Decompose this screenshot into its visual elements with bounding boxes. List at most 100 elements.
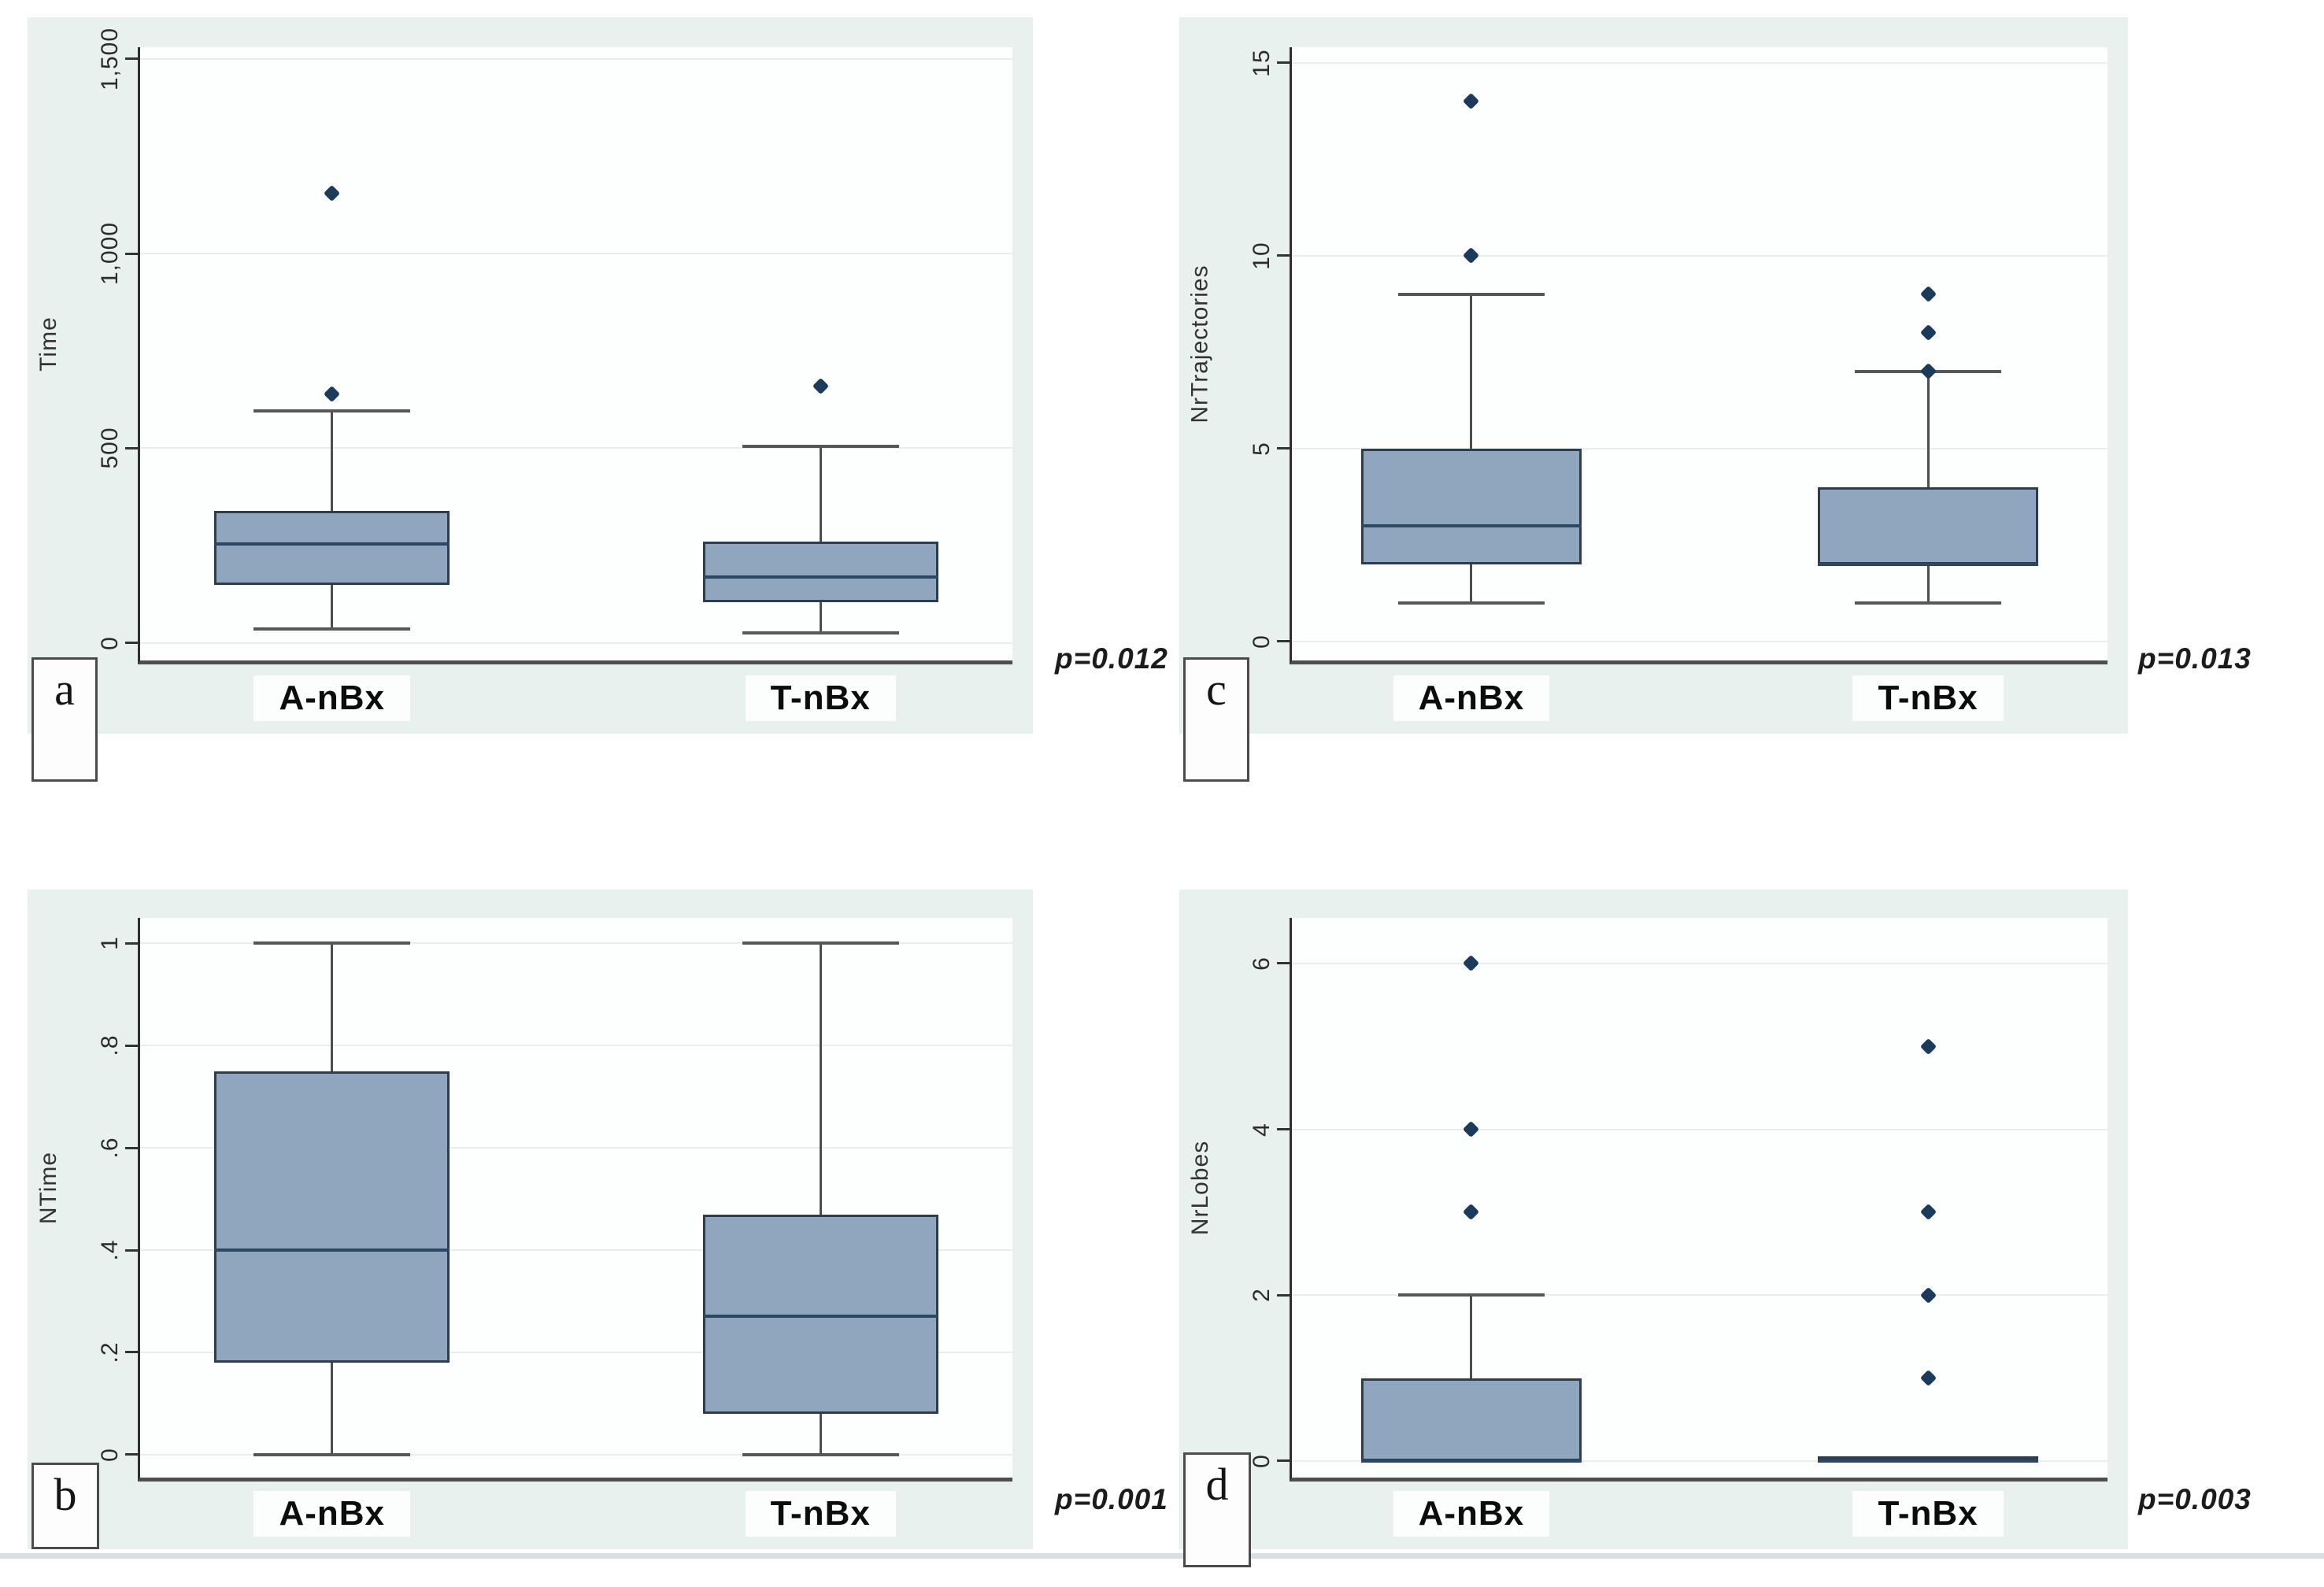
panel-letter-box-b: b <box>31 1463 99 1549</box>
x-group-label: T-nBx <box>1763 1491 2093 1537</box>
median-line <box>1361 523 1582 527</box>
median-line <box>1818 562 2038 566</box>
x-group-label-text: A-nBx <box>1393 675 1550 721</box>
y-tick-label: 0 <box>1249 634 1275 649</box>
outlier-point <box>1919 285 1937 303</box>
x-group-label-text: A-nBx <box>253 1491 411 1537</box>
boxplot-panel-c: NrTrajectories 0 5 10 15 A-nBx T-nBx <box>1179 17 2128 734</box>
y-axis-tick <box>1277 447 1290 450</box>
median-line <box>1818 1459 2038 1463</box>
y-axis-title-container: NrLobes <box>1182 890 1219 1486</box>
gridline <box>140 1453 1012 1456</box>
y-axis-tick <box>125 252 138 255</box>
y-axis-tick <box>125 57 138 61</box>
p-value-a: p=0.012 <box>1055 642 1168 675</box>
gridline <box>140 1351 1012 1353</box>
whisker-lower <box>819 1413 822 1455</box>
y-axis-tick <box>1277 1293 1290 1297</box>
outlier-point <box>1463 92 1480 110</box>
outlier-point <box>324 385 341 402</box>
outlier-point <box>812 377 829 394</box>
y-axis-tick <box>125 642 138 645</box>
gridline <box>140 253 1012 255</box>
whisker-lower <box>331 1362 334 1455</box>
whisker-lower <box>1470 564 1473 603</box>
whisker-cap-high <box>742 444 899 448</box>
outlier-point <box>1463 246 1480 264</box>
x-group-label: T-nBx <box>655 1491 986 1537</box>
whisker-upper <box>331 943 334 1071</box>
box <box>702 1214 938 1414</box>
y-tick-label: 500 <box>97 427 123 469</box>
whisker-cap-low <box>742 1452 899 1456</box>
gridline <box>1292 1294 2108 1297</box>
y-axis-title: Time <box>35 316 61 372</box>
whisker-cap-low <box>1854 601 2002 605</box>
box <box>1361 1378 1582 1461</box>
y-tick-label: 5 <box>1249 441 1275 456</box>
p-value-d: p=0.003 <box>2138 1483 2252 1515</box>
y-axis-tick <box>125 1453 138 1456</box>
whisker-upper <box>819 943 822 1215</box>
panel-letter-text: d <box>1205 1459 1229 1510</box>
whisker-upper <box>1926 371 1930 487</box>
whisker-cap-high <box>1397 292 1545 296</box>
whisker-cap-low <box>742 631 899 635</box>
boxplot-panel-b: NTime 0 .2 .4 .6 .8 1 A-nBx T-nBx <box>28 890 1033 1549</box>
y-axis-title-container: Time <box>31 17 67 671</box>
outlier-point <box>1463 1121 1480 1138</box>
y-axis-tick <box>125 1249 138 1252</box>
outlier-point <box>1463 955 1480 972</box>
whisker-lower <box>331 584 334 630</box>
x-group-label-text: A-nBx <box>1393 1491 1550 1537</box>
gridline <box>140 447 1012 449</box>
x-group-label: T-nBx <box>655 675 986 721</box>
whisker-cap-low <box>253 627 411 631</box>
y-axis-tick <box>1277 61 1290 65</box>
y-tick-label: 2 <box>1249 1288 1275 1303</box>
outlier-point <box>324 184 341 202</box>
whisker-cap-high <box>1397 1293 1545 1297</box>
median-line <box>702 575 938 579</box>
page-divider-line <box>0 1553 2324 1559</box>
whisker-upper <box>1470 1295 1473 1378</box>
gridline <box>140 1045 1012 1047</box>
x-group-label: A-nBx <box>167 1491 498 1537</box>
panel-letter-text: a <box>54 664 75 715</box>
y-tick-label: 10 <box>1249 241 1275 270</box>
panel-letter-box-a: a <box>31 657 98 782</box>
y-tick-label: 0 <box>97 1447 123 1462</box>
box <box>702 542 938 602</box>
panel-letter-box-c: c <box>1183 657 1249 782</box>
y-axis-title-container: NrTrajectories <box>1182 17 1219 671</box>
gridline <box>1292 61 2108 64</box>
y-tick-label: .4 <box>97 1239 123 1261</box>
panel-letter-text: c <box>1206 664 1227 715</box>
gridline <box>140 642 1012 644</box>
y-tick-label: 6 <box>1249 956 1275 971</box>
panel-letter-box-d: d <box>1183 1452 1251 1567</box>
plot-area: 0 .2 .4 .6 .8 1 <box>97 918 1012 1482</box>
gridline <box>1292 447 2108 449</box>
x-group-label: A-nBx <box>1306 675 1637 721</box>
x-group-label-text: T-nBx <box>1852 1491 2004 1537</box>
y-axis-tick <box>1277 640 1290 643</box>
plot-area: 0 5 10 15 <box>1249 47 2108 664</box>
gridline <box>1292 254 2108 257</box>
x-group-label-text: A-nBx <box>253 675 411 721</box>
outlier-point <box>1919 1204 1937 1221</box>
y-tick-label: 4 <box>1249 1122 1275 1137</box>
x-group-label-text: T-nBx <box>745 1491 896 1537</box>
outlier-point <box>1919 324 1937 342</box>
y-tick-label: 1,500 <box>97 27 123 91</box>
box <box>214 1071 450 1363</box>
y-axis-tick <box>1277 254 1290 257</box>
whisker-lower <box>1926 564 1930 603</box>
x-group-label-text: T-nBx <box>1852 675 2004 721</box>
median-line <box>702 1315 938 1319</box>
y-tick-label: 1 <box>97 936 123 951</box>
y-axis-tick <box>125 1146 138 1149</box>
y-axis-title: NrLobes <box>1187 1140 1213 1236</box>
box <box>214 510 450 585</box>
y-tick-label: 0 <box>97 635 123 650</box>
